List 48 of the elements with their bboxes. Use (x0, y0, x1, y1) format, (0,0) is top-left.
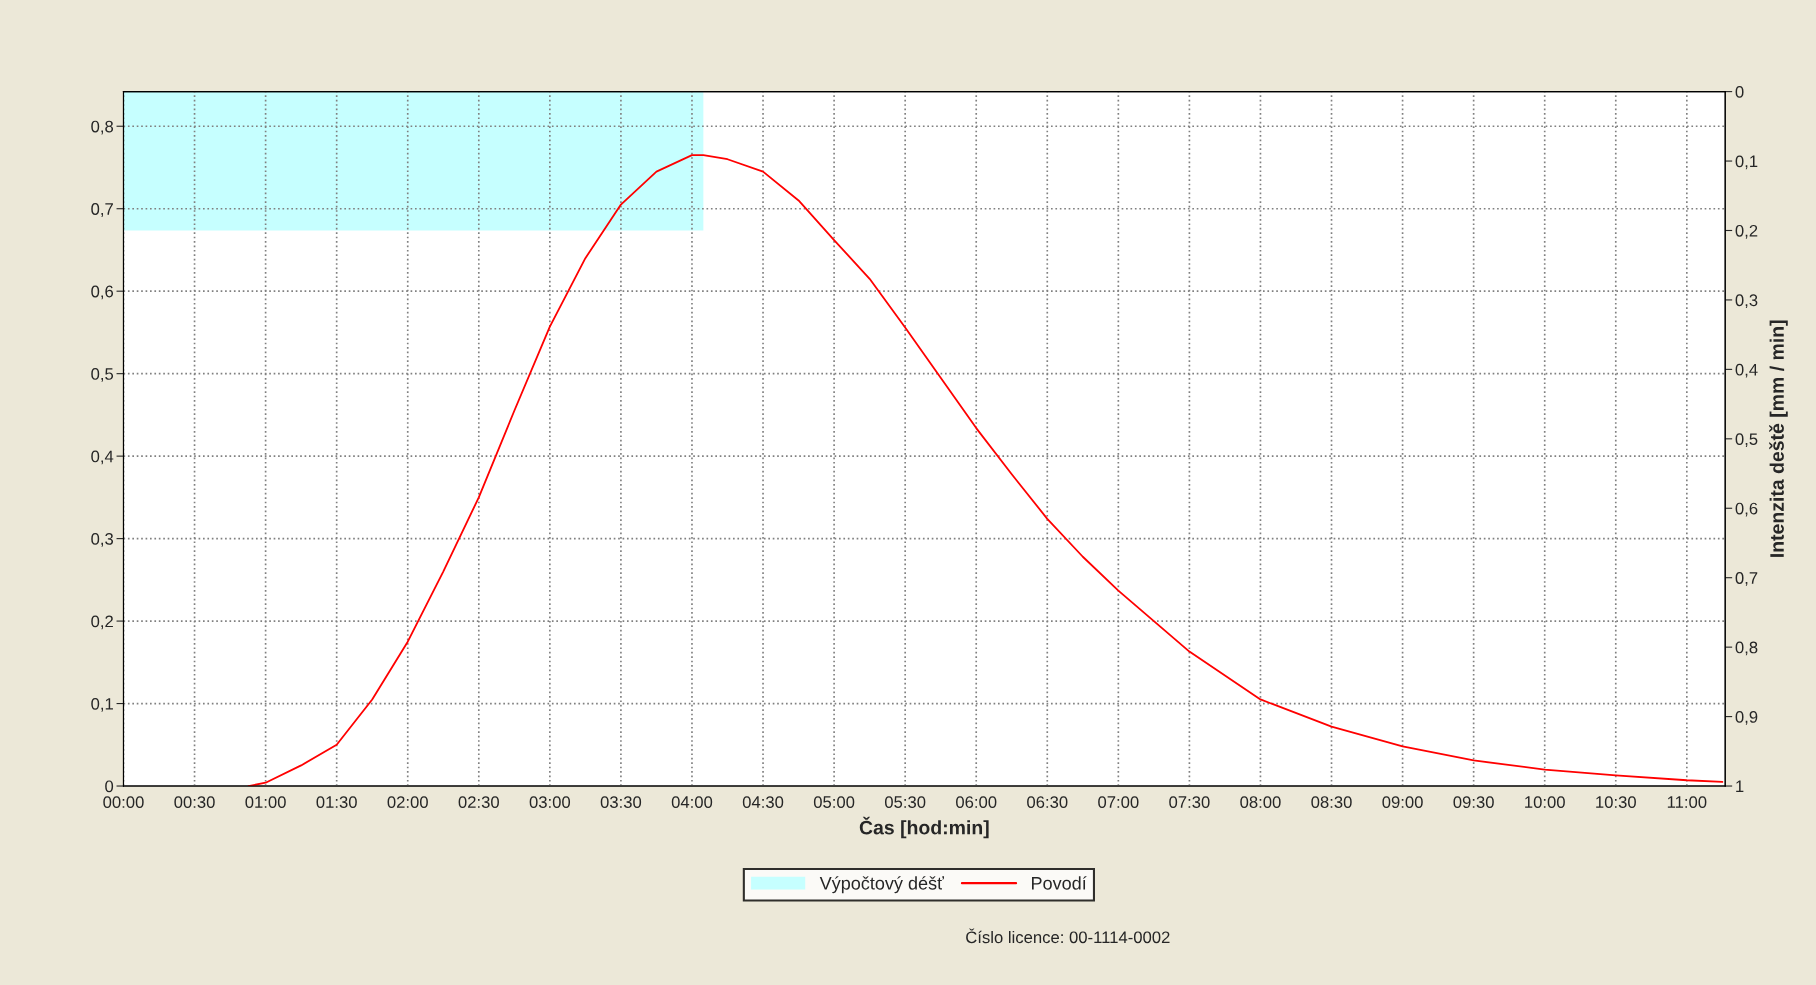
y2-tick-label: 0,3 (1735, 294, 1758, 309)
x-tick-label: 01:30 (316, 796, 357, 808)
y-tick-label: 0,8 (91, 120, 114, 135)
y2-tick-label: 0,7 (1735, 572, 1758, 586)
x-tick-label: 03:30 (600, 796, 642, 808)
y2-tick-label: 1 (1736, 780, 1744, 793)
y-tick-label: 0,4 (91, 450, 114, 465)
x-tick-label: 06:00 (956, 796, 997, 808)
x-tick-label: 05:30 (884, 796, 926, 808)
y2-tick-label: 0,9 (1735, 710, 1758, 725)
x-tick-label: 04:00 (671, 796, 713, 808)
x-tick-label: 11:00 (1667, 796, 1707, 808)
y2-tick-label: 0,4 (1735, 363, 1758, 378)
y2-tick-label: 0,8 (1735, 641, 1758, 656)
x-tick-label: 10:00 (1525, 796, 1565, 808)
y2-axis-title: Intenzita deště [mm / min] (1769, 320, 1788, 557)
text: Číslo licence: 00-1114-0002 (966, 928, 1170, 944)
x-tick-label: 06:30 (1027, 796, 1068, 808)
y-tick-label: 0,6 (91, 285, 114, 300)
y2-tick-label: 0,2 (1735, 224, 1758, 239)
y-tick-label: 0,2 (91, 615, 113, 630)
y-tick-label: 0,1 (91, 697, 113, 712)
y2-tick-label: 0,6 (1735, 502, 1758, 517)
x-tick-label: 02:00 (387, 796, 428, 808)
x-tick-label: 08:30 (1311, 796, 1352, 808)
x-tick-label: 02:30 (458, 796, 499, 808)
x-tick-label: 01:00 (245, 796, 286, 808)
y2-tick-label: 0,5 (1735, 433, 1758, 447)
y-tick-label: 0,7 (91, 203, 113, 217)
x-tick-label: 04:30 (742, 796, 784, 808)
x-axis-title: Čas [hod:min] (859, 816, 989, 839)
x-tick-label: 05:00 (813, 796, 855, 808)
legend-label: Výpočtový déšť (819, 876, 945, 894)
x-tick-label: 08:00 (1240, 796, 1281, 808)
y-tick-label: 0,5 (91, 368, 114, 382)
x-tick-label: 10:30 (1596, 796, 1636, 808)
x-tick-label: 00:30 (174, 796, 215, 808)
y-tick-label: 0,3 (91, 533, 114, 547)
x-tick-label: 09:30 (1453, 796, 1494, 808)
y-tick-label: 0 (105, 780, 114, 793)
y2-tick-label: 0 (1735, 86, 1744, 98)
x-tick-label: 03:00 (529, 796, 571, 808)
y2-tick-label: 0,1 (1735, 155, 1758, 170)
legend-label: Povodí (1032, 876, 1087, 890)
x-tick-label: 09:00 (1382, 796, 1423, 808)
x-tick-label: 00:00 (103, 796, 144, 808)
x-tick-label: 07:30 (1169, 796, 1210, 808)
x-tick-label: 07:00 (1098, 796, 1139, 808)
